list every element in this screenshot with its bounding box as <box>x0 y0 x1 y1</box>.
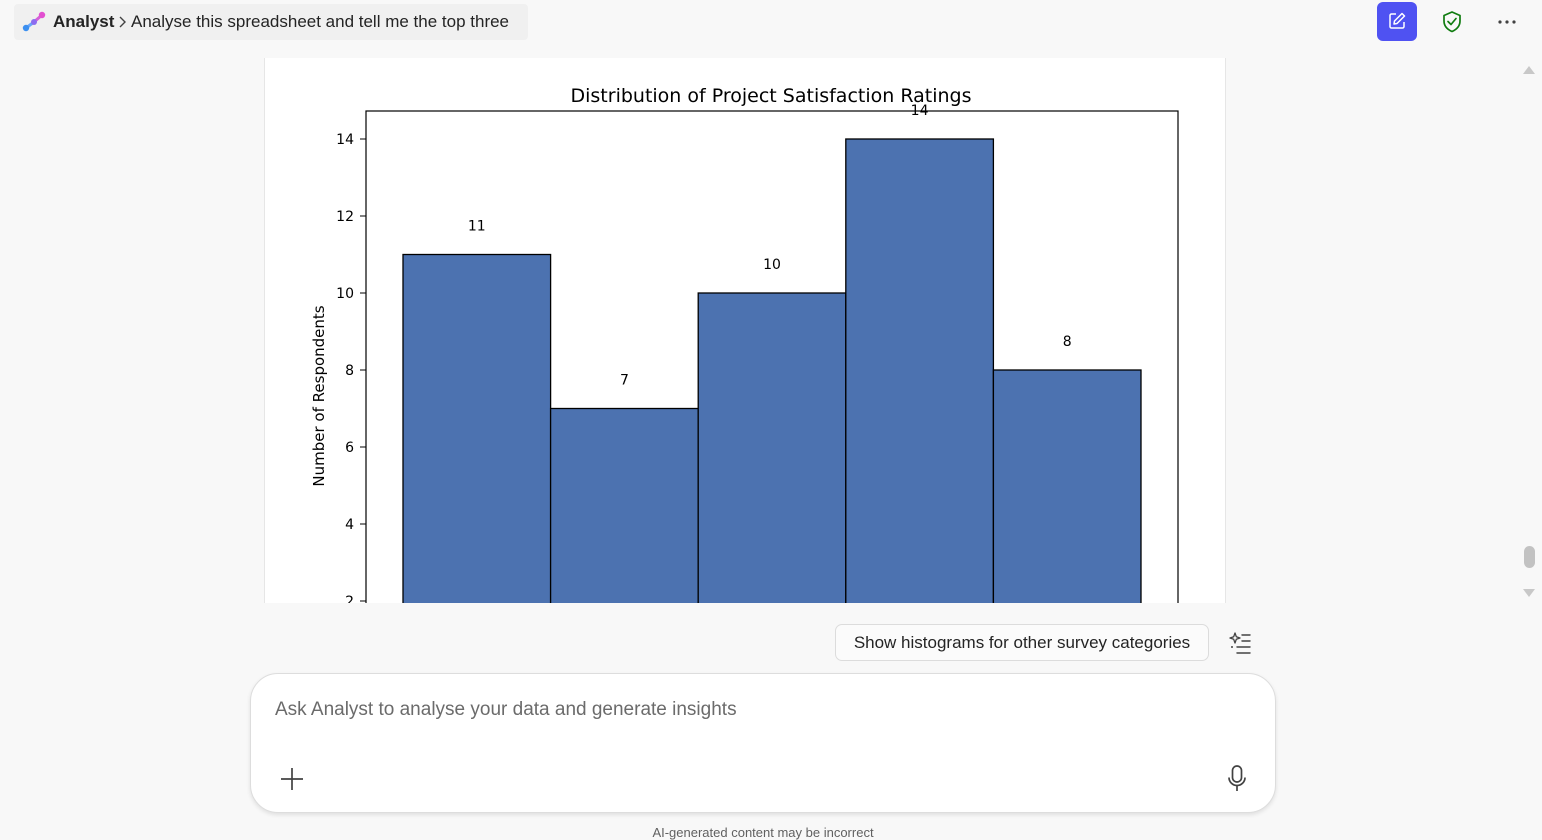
shield-check-icon[interactable] <box>1441 10 1463 34</box>
bar-data-label: 7 <box>620 373 629 389</box>
microphone-icon[interactable] <box>1226 764 1248 794</box>
y-tick-label: 6 <box>345 440 354 456</box>
histogram-bar <box>992 369 1142 603</box>
sparkle-list-icon[interactable] <box>1228 631 1254 657</box>
histogram-bar <box>549 407 699 603</box>
histogram-bar <box>402 253 552 603</box>
chat-composer <box>250 673 1276 813</box>
y-tick-label: 14 <box>336 132 354 148</box>
y-tick-label: 8 <box>345 363 354 379</box>
histogram-bar <box>697 292 847 603</box>
y-axis-label: Number of Respondents <box>310 305 328 486</box>
chart-title: Distribution of Project Satisfaction Rat… <box>571 85 972 107</box>
histogram-bar <box>845 138 995 603</box>
new-chat-button[interactable] <box>1377 2 1417 41</box>
y-tick-label: 12 <box>336 209 354 225</box>
bar-data-label: 10 <box>763 257 781 273</box>
suggestion-label: Show histograms for other survey categor… <box>853 632 1191 652</box>
more-horizontal-icon[interactable] <box>1494 10 1520 34</box>
compose-icon <box>1389 12 1406 29</box>
bar-data-label: 11 <box>468 219 486 235</box>
breadcrumb[interactable] <box>14 4 528 40</box>
chevron-right-icon <box>119 16 126 28</box>
analyst-logo-icon <box>22 11 46 32</box>
disclaimer-text: AI-generated content may be incorrect <box>652 825 874 840</box>
scrollbar-thumb[interactable] <box>1524 546 1535 568</box>
suggestion-chip[interactable]: Show histograms for other survey categor… <box>835 624 1209 661</box>
plus-icon[interactable] <box>279 766 305 792</box>
scroll-down-arrow-icon[interactable] <box>1522 587 1536 599</box>
prompt-input[interactable] <box>275 696 1175 724</box>
chart-image: 2 4 6 8 10 12 14 11 7 10 14 8 Distribution of Proj… <box>264 58 1226 603</box>
histogram-chart: 2 4 6 8 10 12 14 11 7 10 14 8 Distribution of Proj… <box>310 85 1179 603</box>
y-tick-label: 2 <box>345 594 354 603</box>
y-tick-label: 4 <box>345 517 354 533</box>
bar-data-label: 14 <box>911 103 929 119</box>
header-bar: Analyst Analyse this spreadsheet and tel… <box>0 0 1542 46</box>
scroll-up-arrow-icon[interactable] <box>1522 64 1536 76</box>
conversation-title[interactable]: Analyse this spreadsheet and tell me the… <box>131 12 510 31</box>
y-tick-label: 10 <box>336 286 354 302</box>
bar-data-label: 8 <box>1063 334 1072 350</box>
plot-frame <box>365 110 1179 603</box>
app-name[interactable]: Analyst <box>53 12 115 31</box>
